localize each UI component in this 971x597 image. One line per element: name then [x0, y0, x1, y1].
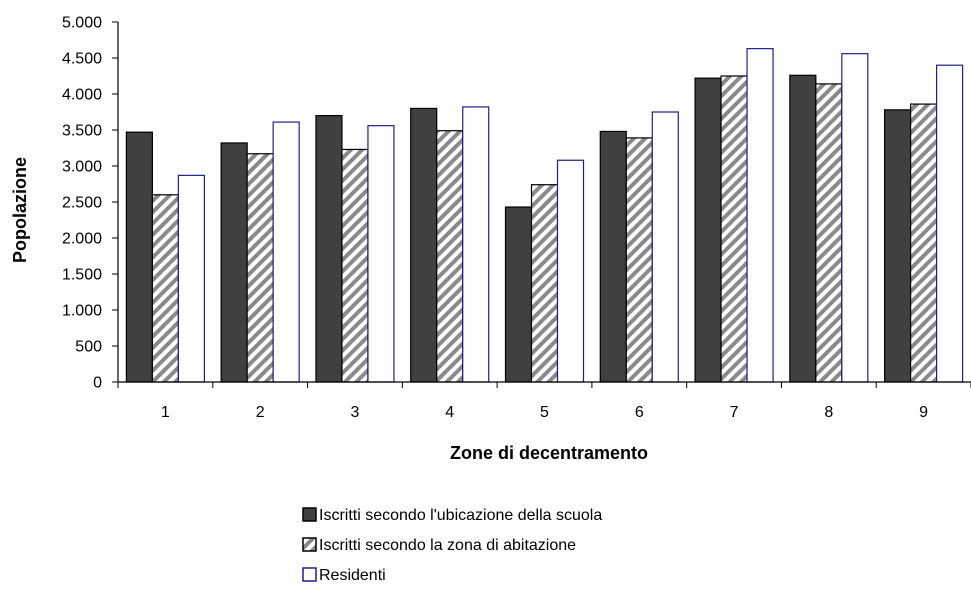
legend-label-1: Iscritti secondo l'ubicazione della scuo…: [319, 507, 602, 524]
y-tick-label: 1.000: [62, 303, 102, 320]
x-tick-label: 1: [161, 404, 170, 421]
y-axis-title: Popolazione: [10, 157, 30, 263]
y-tick-label: 3.000: [62, 159, 102, 176]
bar-2-3: [341, 148, 369, 383]
bar-2-9: [910, 103, 938, 383]
y-tick-label: 2.000: [62, 231, 102, 248]
bar-1-6: [599, 130, 627, 383]
x-tick-label: 9: [919, 404, 928, 421]
bars: [125, 48, 964, 383]
bar-3-4: [462, 106, 490, 383]
bar-3-5: [556, 159, 585, 383]
legend-label-3: Residenti: [319, 567, 386, 584]
x-tick-label: 6: [635, 404, 644, 421]
axes: [117, 22, 971, 383]
y-axis-ticks: 0 500 1.000 1.500 2.000 2.500 3.000 3.500 4.000 4…: [62, 15, 118, 392]
bar-2-1: [151, 194, 179, 383]
legend-swatch-3: [302, 567, 317, 582]
y-tick-label: 4.500: [62, 51, 102, 68]
x-tick-label: 4: [445, 404, 454, 421]
bar-1-4: [410, 107, 438, 383]
bar-1-3: [315, 114, 343, 383]
x-axis-title: Zone di decentramento: [450, 443, 648, 463]
x-tick-label: 2: [256, 404, 265, 421]
bar-2-4: [436, 130, 464, 383]
bar-3-2: [272, 121, 300, 383]
bar-2-8: [815, 83, 843, 383]
bar-2-2: [246, 153, 274, 383]
x-tick-label: 8: [824, 404, 833, 421]
bar-3-7: [746, 48, 774, 383]
bar-2-7: [720, 75, 748, 383]
bar-1-9: [884, 109, 912, 383]
x-tick-label: 5: [540, 404, 549, 421]
x-axis-ticks: 1 2 3 4 5 6 7 8 9: [117, 382, 971, 421]
bar-2-6: [625, 137, 653, 383]
y-tick-label: 5.000: [62, 15, 102, 32]
y-tick-label: 3.500: [62, 123, 102, 140]
bar-1-7: [694, 77, 722, 383]
bar-1-2: [220, 142, 248, 383]
bar-3-3: [367, 125, 395, 383]
legend-swatch-1: [302, 507, 317, 522]
x-tick-label: 3: [350, 404, 359, 421]
legend-swatch-2: [302, 537, 317, 552]
bar-1-8: [789, 74, 817, 383]
x-tick-label: 7: [730, 404, 739, 421]
bar-3-9: [936, 64, 964, 383]
bar-1-1: [125, 131, 153, 383]
bar-3-6: [651, 111, 679, 383]
y-tick-label: 0: [93, 375, 102, 392]
bar-3-8: [841, 53, 869, 383]
bar-1-5: [504, 206, 533, 383]
y-tick-label: 500: [75, 339, 102, 356]
legend: Iscritti secondo l'ubicazione della scuo…: [302, 507, 602, 584]
legend-label-2: Iscritti secondo la zona di abitazione: [319, 537, 576, 554]
y-tick-label: 2.500: [62, 195, 102, 212]
bar-3-1: [177, 174, 205, 383]
y-tick-label: 1.500: [62, 267, 102, 284]
bar-2-5: [530, 184, 559, 383]
y-tick-label: 4.000: [62, 87, 102, 104]
